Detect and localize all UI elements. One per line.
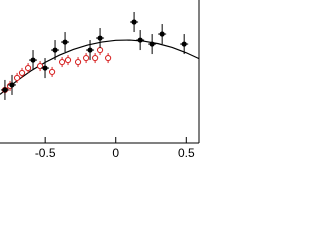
point — [13, 74, 21, 82]
point — [97, 35, 103, 41]
point — [9, 82, 15, 88]
x-tick-label: 0.5 — [178, 146, 195, 160]
x-tick-label: 0 — [112, 146, 119, 160]
point — [36, 62, 44, 70]
point — [92, 54, 99, 62]
chart: -0.5 0 0.5 — [0, 0, 200, 160]
point — [87, 47, 93, 53]
point — [24, 64, 32, 72]
point — [137, 37, 143, 43]
point — [131, 19, 137, 25]
point — [149, 41, 155, 47]
point — [64, 56, 72, 64]
point — [48, 68, 56, 76]
fit-curve — [0, 39, 200, 95]
point — [105, 54, 112, 62]
point — [96, 46, 104, 54]
point — [52, 47, 58, 53]
point — [82, 54, 90, 62]
point — [42, 65, 48, 71]
x-tick-label: -0.5 — [35, 146, 56, 160]
point — [181, 41, 187, 47]
point — [18, 69, 26, 77]
point — [62, 39, 68, 45]
point — [2, 87, 8, 93]
point — [30, 57, 36, 63]
point — [159, 31, 165, 37]
point — [58, 58, 66, 66]
point — [74, 58, 82, 66]
